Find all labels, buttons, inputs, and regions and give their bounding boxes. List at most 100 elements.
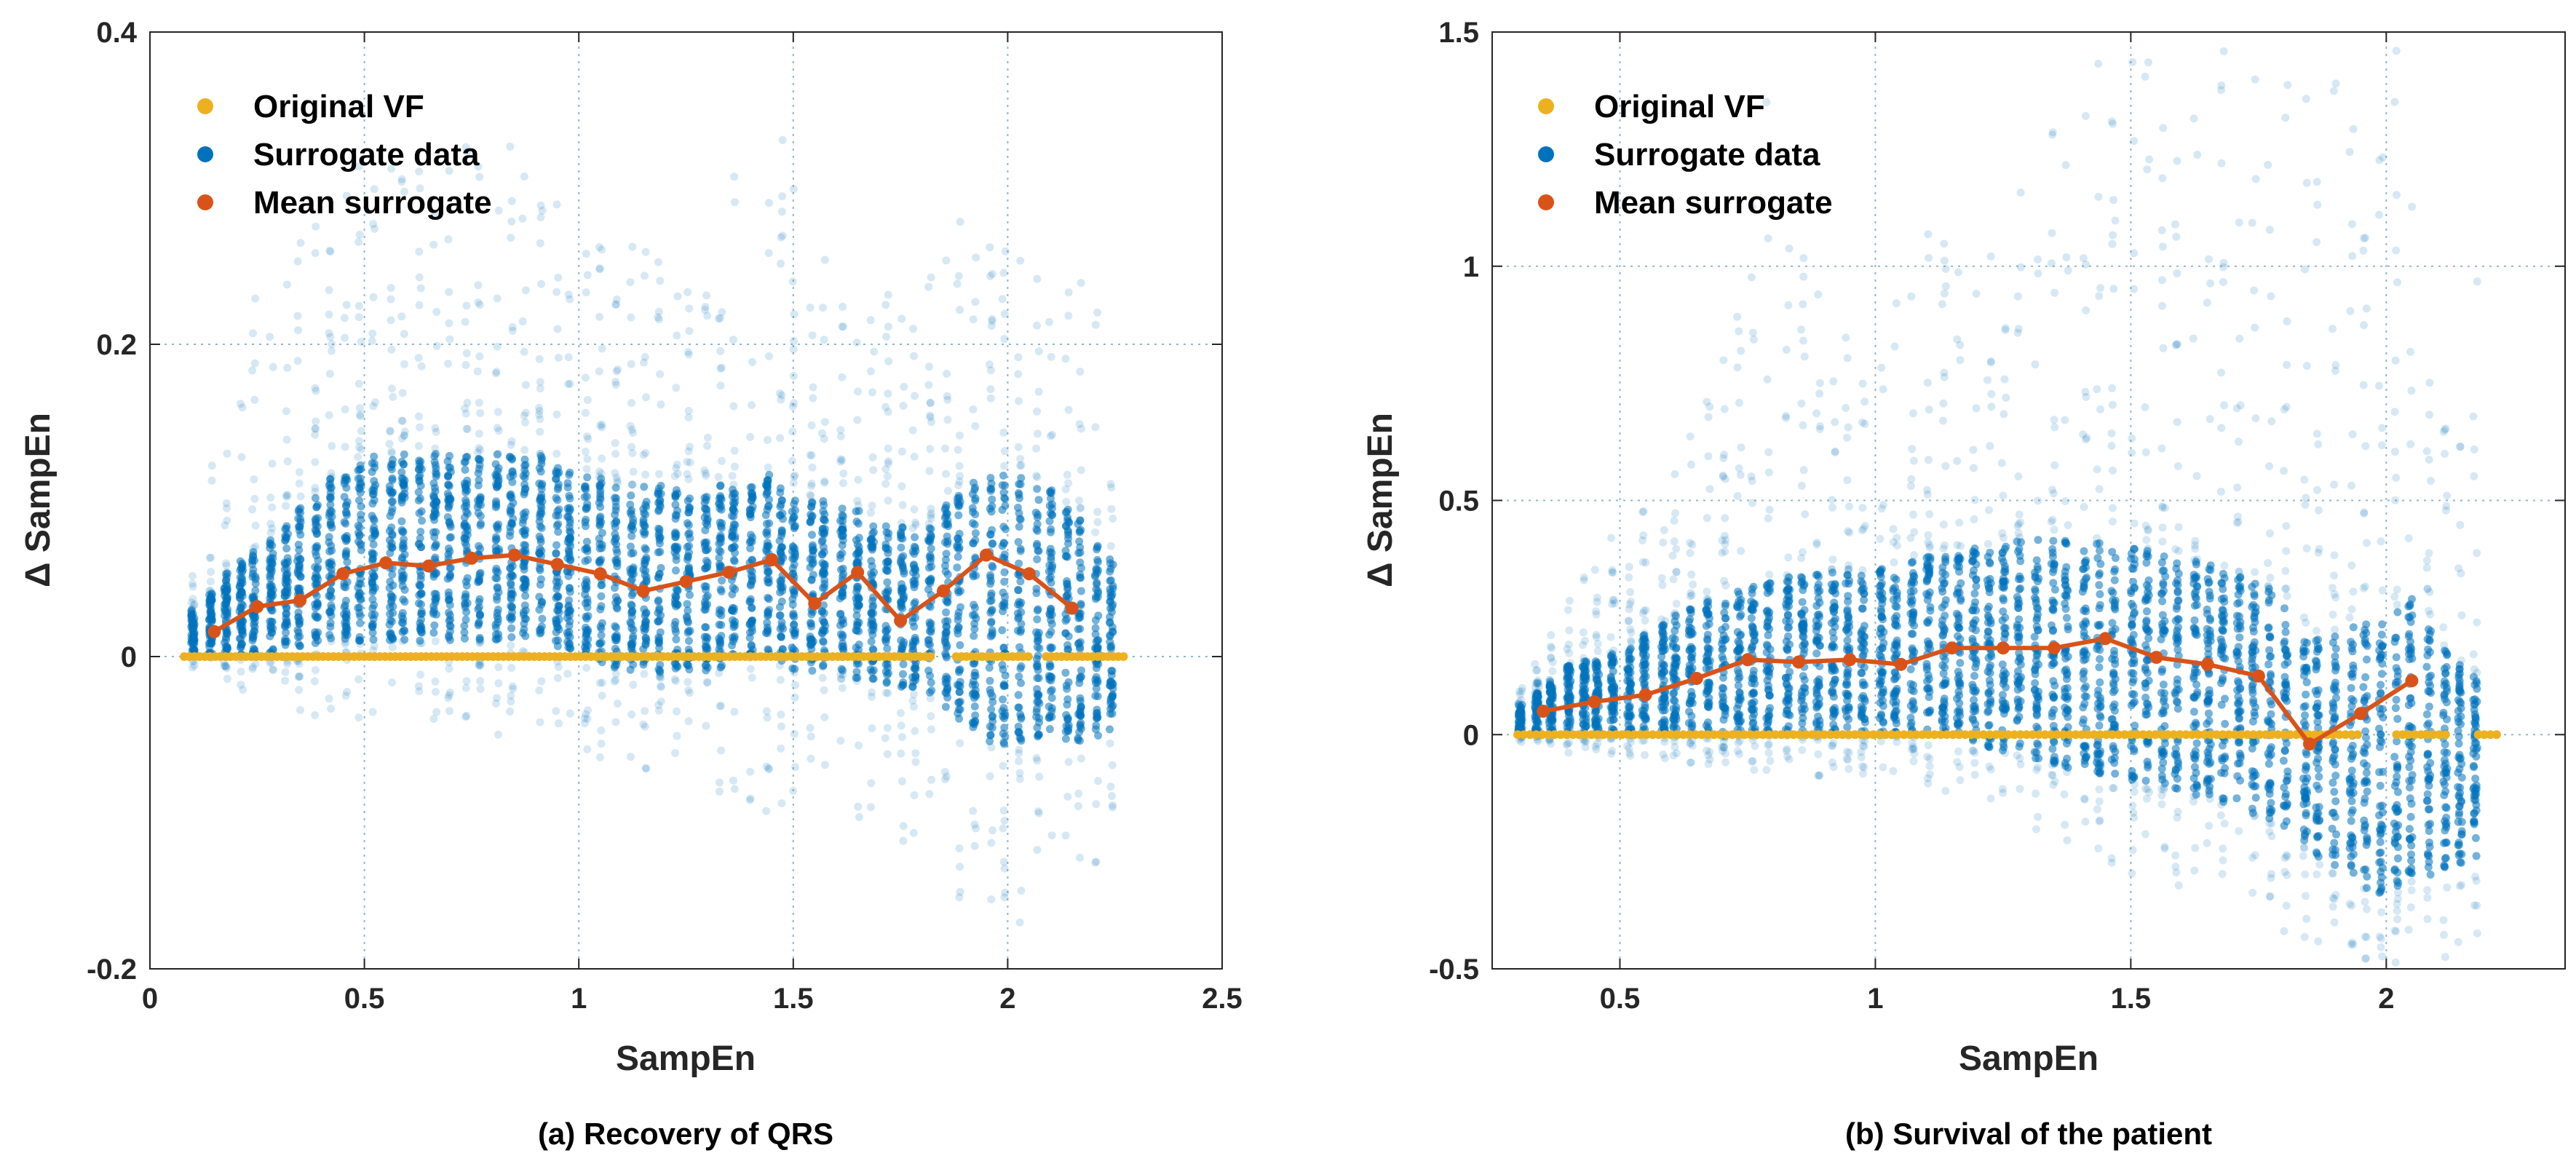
surrogate-point — [266, 520, 275, 528]
surrogate-point — [1047, 525, 1055, 534]
surrogate-point — [999, 695, 1007, 704]
mean-surrogate-point — [679, 575, 693, 588]
surrogate-point — [927, 627, 935, 636]
surrogate-point — [728, 472, 737, 480]
surrogate-point — [897, 543, 905, 552]
surrogate-point — [1033, 485, 1042, 494]
surrogate-point — [883, 750, 892, 758]
surrogate-point — [507, 454, 516, 463]
surrogate-point — [416, 636, 424, 645]
surrogate-point — [266, 571, 274, 580]
surrogate-point — [295, 659, 304, 668]
surrogate-point — [999, 824, 1007, 833]
surrogate-point — [491, 630, 500, 639]
surrogate-point — [764, 463, 772, 472]
surrogate-point — [1593, 721, 1602, 729]
surrogate-point — [293, 312, 302, 320]
surrogate-point — [1076, 853, 1085, 862]
surrogate-point — [777, 543, 786, 552]
x-tick-label: 0.5 — [344, 983, 385, 1015]
surrogate-point — [1533, 665, 1542, 674]
surrogate-point — [788, 427, 797, 436]
x-tick-label: 0 — [142, 983, 158, 1015]
surrogate-point — [552, 521, 561, 530]
surrogate-point — [462, 349, 471, 357]
surrogate-point — [356, 412, 365, 421]
surrogate-point — [473, 367, 482, 376]
surrogate-point — [520, 347, 528, 356]
surrogate-point — [866, 542, 875, 551]
surrogate-point — [386, 635, 395, 644]
surrogate-point — [927, 544, 935, 553]
surrogate-point — [627, 313, 635, 322]
surrogate-point — [311, 580, 320, 589]
surrogate-point — [1107, 504, 1116, 513]
surrogate-point — [685, 327, 694, 336]
surrogate-point — [897, 556, 905, 565]
surrogate-point — [900, 383, 908, 391]
surrogate-point — [882, 333, 891, 341]
surrogate-point — [640, 272, 649, 280]
surrogate-point — [1626, 625, 1635, 633]
surrogate-point — [1047, 494, 1055, 503]
surrogate-point — [597, 726, 606, 734]
surrogate-point — [807, 575, 816, 584]
surrogate-point — [553, 674, 562, 682]
surrogate-point — [597, 518, 606, 526]
surrogate-point — [777, 207, 786, 216]
surrogate-point — [295, 505, 304, 514]
surrogate-point — [476, 659, 485, 668]
surrogate-point — [205, 554, 214, 562]
surrogate-point — [777, 710, 785, 719]
surrogate-point — [582, 288, 590, 297]
surrogate-point — [294, 613, 303, 622]
surrogate-point — [521, 381, 530, 389]
surrogate-point — [430, 515, 439, 524]
surrogate-point — [716, 504, 724, 512]
surrogate-point — [1107, 642, 1116, 650]
surrogate-point — [248, 505, 257, 514]
surrogate-point — [520, 473, 529, 482]
surrogate-point — [611, 517, 620, 526]
surrogate-point — [731, 621, 740, 630]
surrogate-point — [444, 694, 453, 702]
surrogate-point — [310, 677, 319, 686]
surrogate-point — [1091, 528, 1100, 536]
surrogate-point — [522, 286, 530, 295]
surrogate-point — [820, 516, 829, 525]
surrogate-point — [1061, 831, 1070, 840]
surrogate-point — [268, 503, 277, 512]
surrogate-point — [386, 427, 395, 436]
surrogate-point — [326, 619, 335, 627]
surrogate-point — [357, 338, 365, 346]
surrogate-point — [536, 628, 545, 637]
surrogate-point — [473, 448, 482, 457]
surrogate-point — [537, 524, 546, 532]
surrogate-point — [354, 437, 363, 445]
surrogate-point — [656, 370, 665, 379]
surrogate-point — [445, 288, 453, 296]
surrogate-point — [641, 247, 650, 256]
surrogate-point — [672, 593, 681, 602]
surrogate-point — [642, 545, 650, 554]
surrogate-point — [836, 737, 845, 745]
surrogate-point — [1515, 708, 1523, 717]
surrogate-point — [398, 389, 407, 397]
surrogate-point — [999, 488, 1008, 497]
surrogate-point — [764, 595, 773, 603]
surrogate-point — [493, 595, 502, 604]
surrogate-point — [418, 609, 426, 618]
surrogate-point — [806, 304, 815, 312]
surrogate-point — [1106, 542, 1115, 550]
surrogate-point — [970, 625, 979, 633]
surrogate-point — [343, 558, 352, 566]
surrogate-point — [313, 529, 322, 538]
surrogate-point — [475, 595, 484, 603]
surrogate-point — [867, 609, 876, 617]
surrogate-point — [566, 505, 574, 514]
surrogate-point — [729, 402, 738, 411]
surrogate-point — [627, 531, 636, 540]
surrogate-point — [494, 606, 502, 614]
surrogate-point — [414, 354, 423, 362]
surrogate-point — [657, 563, 665, 572]
